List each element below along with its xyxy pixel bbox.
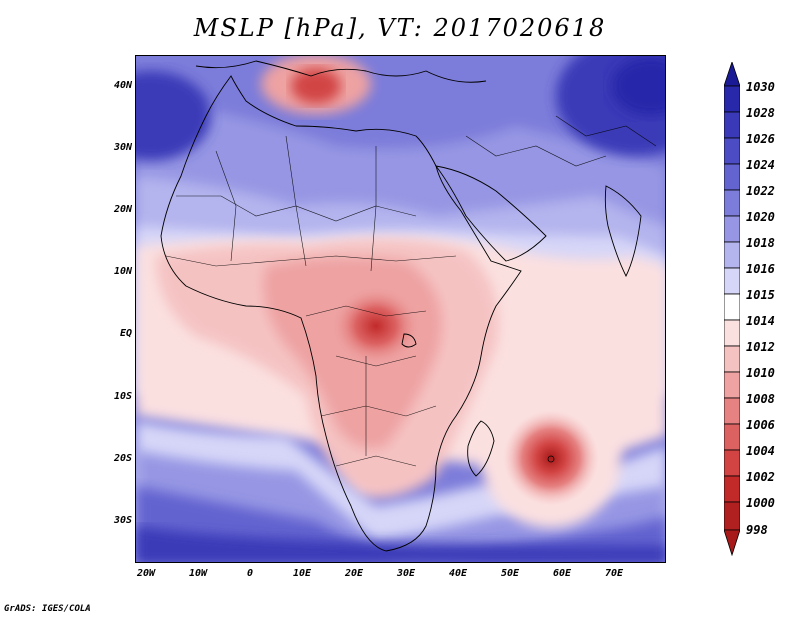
field-med-low-core <box>291 68 341 104</box>
lon-label-50e: 50E <box>500 568 520 579</box>
field-congo-low <box>331 286 421 366</box>
lat-label-30n: 30N <box>113 142 132 153</box>
colorbar-swatch-1000 <box>724 475 740 503</box>
cyclone-eye-outline <box>547 455 555 463</box>
lon-label-10w: 10W <box>188 568 208 579</box>
lat-label-eq: EQ <box>119 328 132 339</box>
colorbar-swatch-1004 <box>724 423 740 451</box>
colorbar-swatch-1008 <box>724 371 740 399</box>
map-title: MSLP [hPa], VT: 2017020618 <box>193 14 607 42</box>
border-central <box>305 305 427 317</box>
colorbar-label-1026: 1026 <box>746 132 775 146</box>
colorbar-label-998: 998 <box>746 523 768 537</box>
colorbar-label-1022: 1022 <box>746 184 775 198</box>
colorbar-label-1012: 1012 <box>746 340 775 354</box>
colorbar-label-1020: 1020 <box>746 210 775 224</box>
coastlines <box>160 60 642 552</box>
colorbar-bottom-arrow <box>724 529 740 556</box>
coast-madagascar <box>467 420 495 477</box>
grads-credit: GrADS: IGES/COLA <box>4 604 91 614</box>
colorbar-label-1008: 1008 <box>746 392 775 406</box>
border-mideast <box>465 135 607 167</box>
border-sahara-4 <box>370 146 377 272</box>
colorbar-swatch-1015 <box>724 267 740 295</box>
colorbar-label-1028: 1028 <box>746 106 775 120</box>
lon-label-20e: 20E <box>344 568 364 579</box>
colorbar-swatch-1012 <box>724 319 740 347</box>
colorbar-swatch-1020 <box>724 189 740 217</box>
pressure-map <box>135 55 666 563</box>
colorbar-label-1000: 1000 <box>746 496 775 510</box>
coast-africa <box>160 75 522 552</box>
colorbar-swatch-1014 <box>724 293 740 321</box>
colorbar-label-1006: 1006 <box>746 418 775 432</box>
colorbar-swatch-1018 <box>724 215 740 243</box>
colorbar-label-1018: 1018 <box>746 236 775 250</box>
colorbar-top-arrow <box>724 62 740 87</box>
coast-europe <box>195 60 487 83</box>
border-central-2 <box>335 355 417 367</box>
lat-label-30s: 30S <box>113 515 132 526</box>
lat-label-40n: 40N <box>113 80 132 91</box>
colorbar-swatch-1010 <box>724 345 740 373</box>
field-south-1026 <box>136 526 665 562</box>
colorbar <box>724 62 740 556</box>
field-cyclone <box>503 410 599 506</box>
colorbar-label-1030: 1030 <box>746 80 775 94</box>
lon-label-0: 0 <box>246 568 254 579</box>
border-sahara-2 <box>215 150 237 262</box>
field-nw-high <box>136 71 211 161</box>
colorbar-swatch-1006 <box>724 397 740 425</box>
colorbar-swatch-1022 <box>724 163 740 191</box>
colorbar-swatch-1002 <box>724 449 740 477</box>
lon-label-70e: 70E <box>604 568 624 579</box>
colorbar-label-1002: 1002 <box>746 470 775 484</box>
lat-label-10s: 10S <box>113 391 132 402</box>
lat-label-10n: 10N <box>113 266 132 277</box>
colorbar-swatch-998 <box>724 501 740 531</box>
lon-label-20w: 20W <box>136 568 156 579</box>
colorbar-label-1004: 1004 <box>746 444 775 458</box>
border-sahara-3 <box>285 135 307 267</box>
border-south-2 <box>335 455 417 467</box>
lon-label-60e: 60E <box>552 568 572 579</box>
border-south-1 <box>320 405 437 417</box>
field-ne-high-core <box>611 56 665 116</box>
colorbar-label-1010: 1010 <box>746 366 775 380</box>
colorbar-swatch-1024 <box>724 137 740 165</box>
colorbar-label-1016: 1016 <box>746 262 775 276</box>
coast-arabia <box>434 165 547 262</box>
lon-label-30e: 30E <box>396 568 416 579</box>
colorbar-swatch-1016 <box>724 241 740 269</box>
colorbar-label-1014: 1014 <box>746 314 775 328</box>
coast-lake-victoria <box>401 333 417 348</box>
lat-label-20n: 20N <box>113 204 132 215</box>
border-asia <box>555 115 657 147</box>
lat-label-20s: 20S <box>113 453 132 464</box>
colorbar-label-1015: 1015 <box>746 288 775 302</box>
coast-india <box>604 185 642 278</box>
colorbar-swatch-1028 <box>724 85 740 113</box>
border-sahel <box>165 255 457 267</box>
colorbar-label-1024: 1024 <box>746 158 775 172</box>
lon-label-10e: 10E <box>292 568 312 579</box>
colorbar-swatch-1026 <box>724 111 740 139</box>
borders <box>165 115 657 467</box>
lon-label-40e: 40E <box>448 568 468 579</box>
pressure-field-svg <box>136 56 665 562</box>
